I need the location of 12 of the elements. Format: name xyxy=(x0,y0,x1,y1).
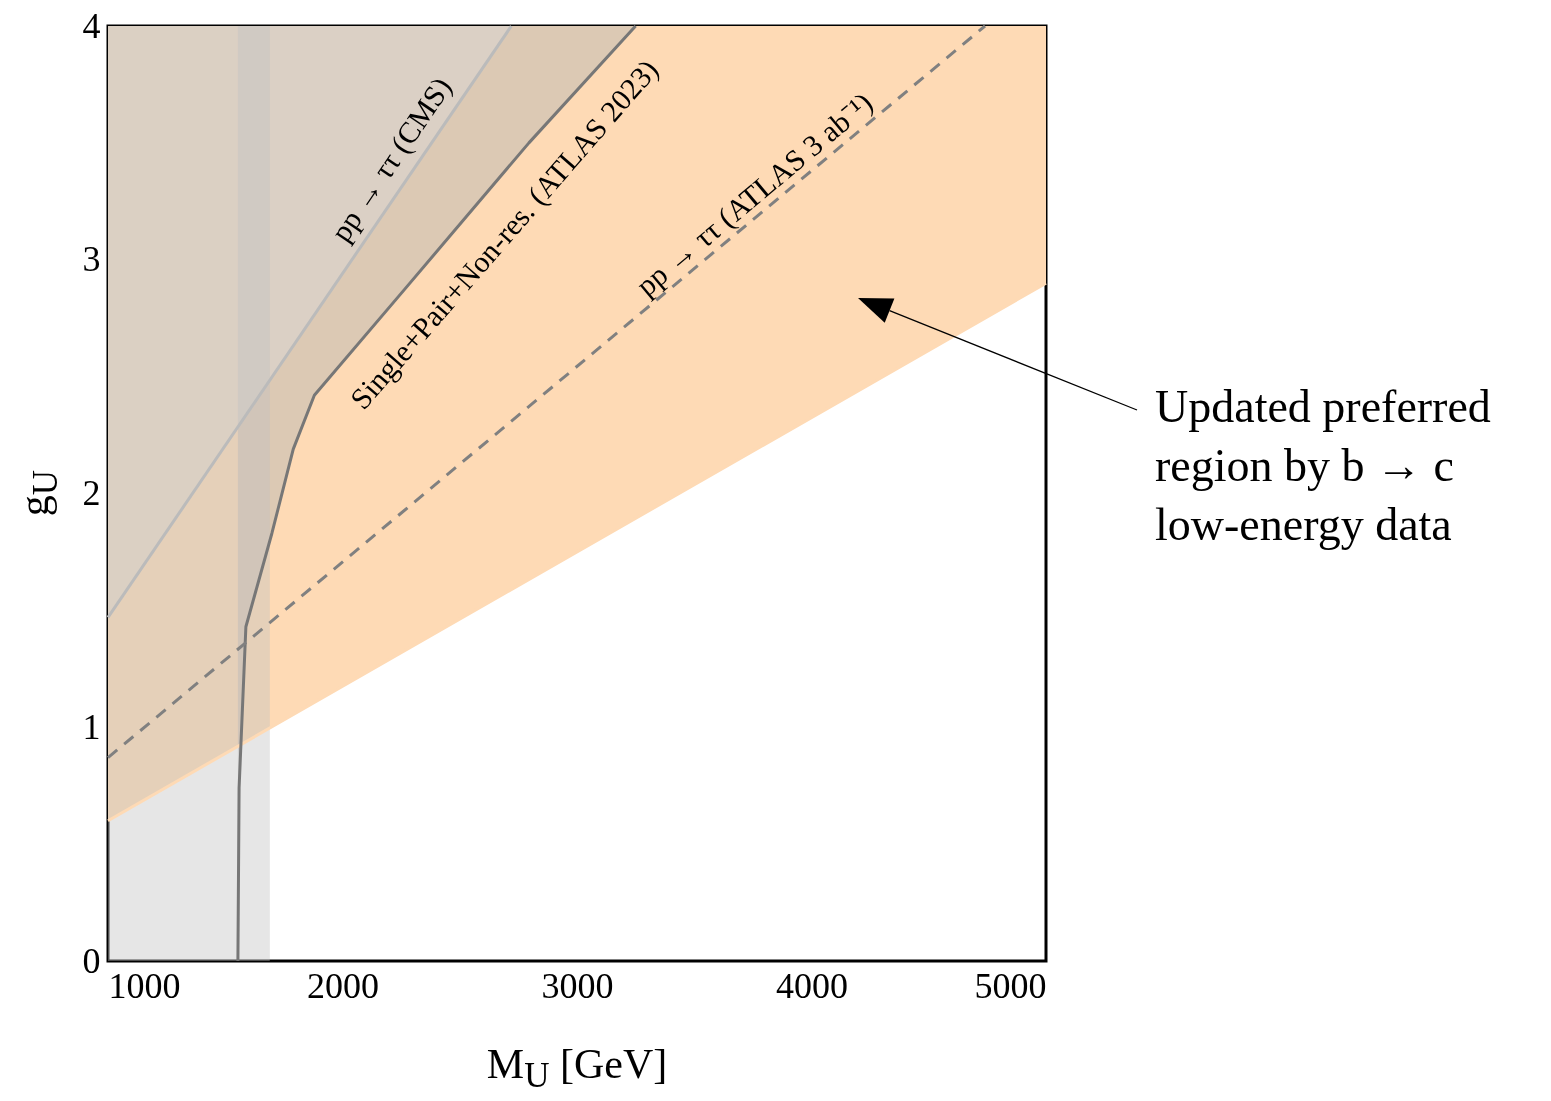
y-tick-label: 2 xyxy=(82,473,101,513)
x-tick-label: 5000 xyxy=(974,965,1047,1006)
x-tick-label: 3000 xyxy=(541,965,614,1006)
text: Updated preferred region by b → c low-energy data xyxy=(1155,381,1491,550)
y-tick-label: 4 xyxy=(82,5,101,46)
y-tick-label: 3 xyxy=(82,239,101,280)
x-axis-title: M$_{U}$ [GeV] xyxy=(486,1040,668,1097)
x-tick-label: 1000 xyxy=(108,965,181,1006)
x-tick-label: 2000 xyxy=(307,965,379,1006)
x-tick-label: 4000 xyxy=(776,965,848,1006)
y-tick-label: 0 xyxy=(82,940,101,981)
y-tick-label: 1 xyxy=(82,706,101,747)
